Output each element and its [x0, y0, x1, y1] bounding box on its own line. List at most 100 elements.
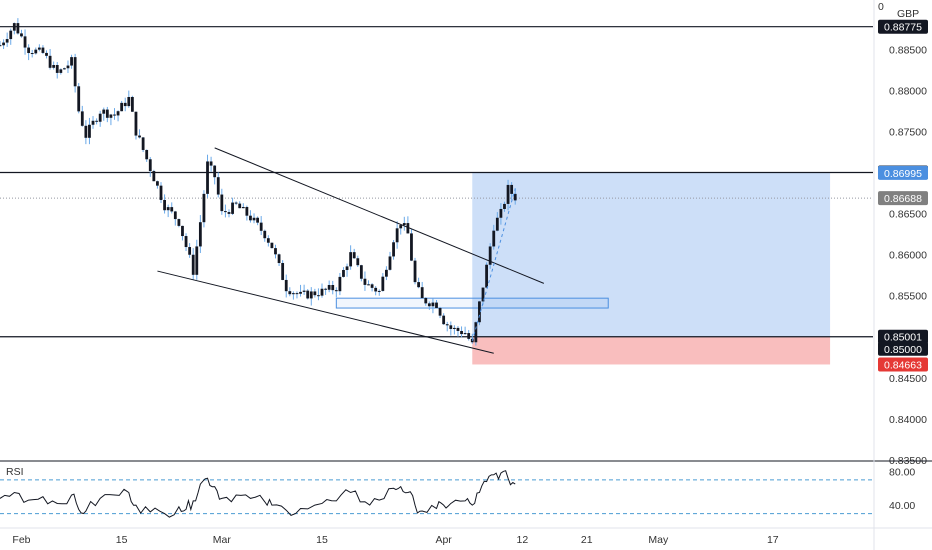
candle-body	[91, 120, 95, 125]
supply-box	[335, 297, 609, 309]
candle-body	[213, 165, 217, 178]
candle-body	[291, 293, 295, 295]
candle-body	[227, 212, 231, 214]
candle-body	[88, 124, 91, 138]
candle-body	[456, 327, 460, 331]
candle-body	[130, 96, 134, 112]
candle-body	[417, 282, 421, 288]
candle-body	[231, 202, 234, 214]
candle-body	[420, 287, 424, 299]
candle-body	[63, 68, 66, 70]
candle-body	[381, 276, 385, 291]
candle-body	[481, 287, 485, 302]
candle-body	[349, 252, 353, 267]
projection-line	[471, 188, 516, 342]
entry-tag	[878, 329, 928, 344]
candle-body	[113, 114, 116, 116]
candle-body	[495, 217, 499, 231]
candle-body	[188, 247, 192, 255]
candle-body	[342, 269, 345, 277]
target-zone	[472, 172, 831, 337]
candle-body	[66, 65, 70, 69]
candle-body	[156, 181, 159, 186]
candle-body	[195, 246, 199, 275]
candle-body	[406, 223, 410, 234]
price-tick-label: 0.88000	[889, 85, 927, 97]
candle-body	[120, 102, 124, 112]
candle-body	[245, 206, 249, 216]
candle-body	[467, 333, 471, 339]
candle-body	[138, 135, 141, 138]
candle-body	[295, 293, 299, 295]
candle-body	[270, 242, 274, 249]
time-tick-label: 15	[316, 534, 328, 546]
candle-body	[148, 159, 152, 172]
candle-body	[288, 291, 292, 295]
candle-body	[80, 111, 84, 126]
trendlines-layer	[157, 147, 545, 354]
rsi-tick-label: 80.00	[889, 466, 915, 478]
candle-body	[399, 225, 403, 229]
candles-layer	[0, 18, 517, 346]
price-tick-label: 0.85500	[889, 291, 927, 303]
candle-body	[510, 184, 514, 194]
candle-body	[9, 30, 13, 40]
candle-body	[252, 217, 256, 221]
candle-body	[220, 194, 224, 212]
candle-body	[184, 236, 188, 248]
candle-body	[331, 285, 335, 291]
candle-body	[241, 206, 245, 209]
candle-body	[127, 96, 131, 107]
candle-body	[395, 228, 399, 243]
candle-body	[77, 86, 81, 112]
candle-body	[152, 171, 156, 182]
price-tags: 0.887750.870000.869950.866880.850010.850…	[878, 19, 928, 372]
candle-body	[492, 230, 496, 247]
candle-body	[0, 45, 2, 47]
candle-body	[145, 149, 149, 160]
candle-body	[266, 238, 270, 243]
candle-body	[392, 242, 395, 257]
candle-body	[513, 193, 517, 201]
target-tag-label: 0.86995	[884, 168, 922, 180]
candle-body	[284, 279, 288, 292]
candle-body	[198, 222, 202, 247]
candle-body	[488, 246, 492, 265]
price-axis[interactable]: 0.88500 0.88000 0.87500 0.86500 0.86000 0.855…	[889, 44, 927, 467]
rsi-tick-label: 40.00	[889, 500, 915, 512]
candle-body	[23, 36, 27, 48]
candle-body	[20, 33, 23, 37]
candle-body	[442, 315, 446, 325]
candle-body	[159, 185, 163, 200]
candle-body	[424, 298, 428, 304]
zones-layer	[335, 172, 831, 365]
candle-body	[460, 330, 463, 335]
candle-body	[173, 211, 177, 220]
candle-body	[313, 291, 317, 296]
candle-body	[209, 161, 213, 166]
candle-body	[370, 284, 374, 288]
candle-body	[163, 199, 166, 211]
candle-body	[249, 215, 252, 221]
candle-body	[367, 284, 370, 286]
candle-body	[41, 47, 45, 53]
rsi-pane[interactable]: RSI 80.00 40.00	[0, 466, 915, 518]
stop-tag-label: 0.84663	[884, 359, 922, 371]
candle-body	[2, 42, 5, 46]
candle-body	[263, 230, 267, 239]
candle-body	[449, 325, 453, 329]
candle-body	[45, 52, 48, 56]
candle-body	[438, 307, 442, 316]
axis-menu-icon[interactable]: 0	[878, 1, 884, 13]
candle-body	[474, 322, 478, 343]
candle-body	[37, 47, 41, 50]
rsi-line	[0, 470, 516, 518]
candle-body	[435, 302, 438, 308]
candle-body	[374, 287, 378, 292]
price-tick-label: 0.84500	[889, 373, 927, 385]
candle-body	[116, 111, 120, 116]
candle-body	[320, 288, 324, 296]
entry-tag-label: 0.85001	[884, 332, 922, 344]
